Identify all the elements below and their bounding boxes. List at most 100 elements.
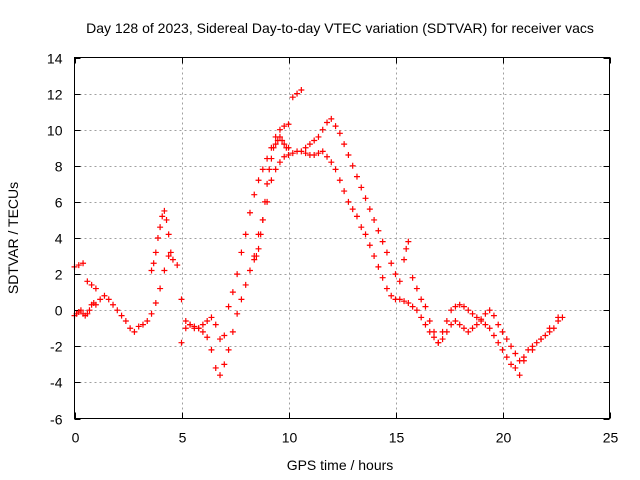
y-tick-label: 6	[55, 195, 63, 211]
y-tick-label: -2	[50, 339, 63, 355]
data-point	[341, 188, 348, 195]
data-point	[208, 346, 215, 353]
data-point	[311, 151, 318, 158]
data-point	[324, 153, 331, 160]
data-point	[255, 245, 262, 252]
data-point	[353, 173, 360, 180]
data-point	[169, 256, 176, 263]
data-point	[88, 281, 95, 288]
data-point	[413, 307, 420, 314]
data-point	[75, 262, 82, 269]
data-point	[92, 285, 99, 292]
data-point	[413, 285, 420, 292]
data-point	[195, 325, 202, 332]
data-point	[272, 166, 279, 173]
data-point	[229, 289, 236, 296]
data-point	[208, 314, 215, 321]
y-tick-label: 10	[47, 123, 63, 139]
data-point	[261, 198, 268, 205]
data-point	[161, 267, 168, 274]
data-point	[371, 216, 378, 223]
data-point	[396, 296, 403, 303]
data-point	[379, 274, 386, 281]
axis-ticks: 0 5 10 15 20 25 -6 -4 -2 0 2 4 6 8 10 12 14	[47, 51, 619, 446]
data-point	[490, 332, 497, 339]
data-point	[285, 151, 292, 158]
data-point	[246, 267, 253, 274]
data-point	[353, 213, 360, 220]
data-point	[187, 321, 194, 328]
data-point	[448, 307, 455, 314]
data-point	[336, 130, 343, 137]
data-point	[345, 198, 352, 205]
data-point	[431, 334, 438, 341]
data-point	[238, 249, 245, 256]
data-point	[452, 303, 459, 310]
x-tick-label: 25	[603, 430, 619, 446]
data-point	[242, 231, 249, 238]
data-point	[217, 336, 224, 343]
data-point	[405, 299, 412, 306]
data-point	[268, 177, 275, 184]
data-point	[251, 256, 258, 263]
data-point	[281, 141, 288, 148]
data-point	[131, 328, 138, 335]
data-point	[298, 148, 305, 155]
data-point	[460, 303, 467, 310]
data-point	[401, 256, 408, 263]
data-point	[469, 310, 476, 317]
data-point	[253, 253, 260, 260]
data-point	[157, 224, 164, 231]
data-point	[97, 296, 104, 303]
data-point	[178, 296, 185, 303]
x-tick-label: 5	[179, 430, 187, 446]
data-point	[362, 231, 369, 238]
data-point	[148, 267, 155, 274]
data-point	[409, 274, 416, 281]
data-point	[157, 285, 164, 292]
data-point	[311, 137, 318, 144]
data-point	[499, 346, 506, 353]
data-point	[182, 325, 189, 332]
data-point	[315, 133, 322, 140]
data-point	[319, 148, 326, 155]
data-point	[302, 150, 309, 157]
data-point	[324, 119, 331, 126]
data-point	[135, 323, 142, 330]
data-point	[439, 336, 446, 343]
data-point	[238, 296, 245, 303]
data-point	[405, 238, 412, 245]
data-point	[174, 262, 181, 269]
data-point	[234, 310, 241, 317]
data-point	[546, 325, 553, 332]
grid	[74, 57, 610, 419]
plot-frame	[74, 57, 610, 419]
data-point	[396, 278, 403, 285]
data-point	[345, 151, 352, 158]
data-point	[469, 325, 476, 332]
data-point	[118, 312, 125, 319]
data-point	[281, 153, 288, 160]
y-tick-label: 2	[55, 267, 63, 283]
data-point	[358, 184, 365, 191]
data-point	[199, 321, 206, 328]
data-point	[152, 249, 159, 256]
data-point	[154, 235, 161, 241]
data-point	[482, 321, 489, 328]
data-point	[165, 231, 172, 238]
data-point	[422, 321, 429, 328]
data-point	[336, 177, 343, 184]
data-point	[542, 332, 549, 339]
data-point	[159, 213, 166, 220]
data-point	[315, 150, 322, 157]
data-point	[294, 90, 301, 97]
data-point	[508, 361, 515, 368]
data-point	[161, 207, 168, 214]
data-point	[150, 260, 157, 267]
data-point	[182, 318, 189, 325]
data-point	[259, 166, 266, 173]
data-point	[144, 318, 151, 325]
data-point	[306, 141, 313, 148]
data-point	[482, 310, 489, 317]
data-point	[289, 94, 296, 101]
